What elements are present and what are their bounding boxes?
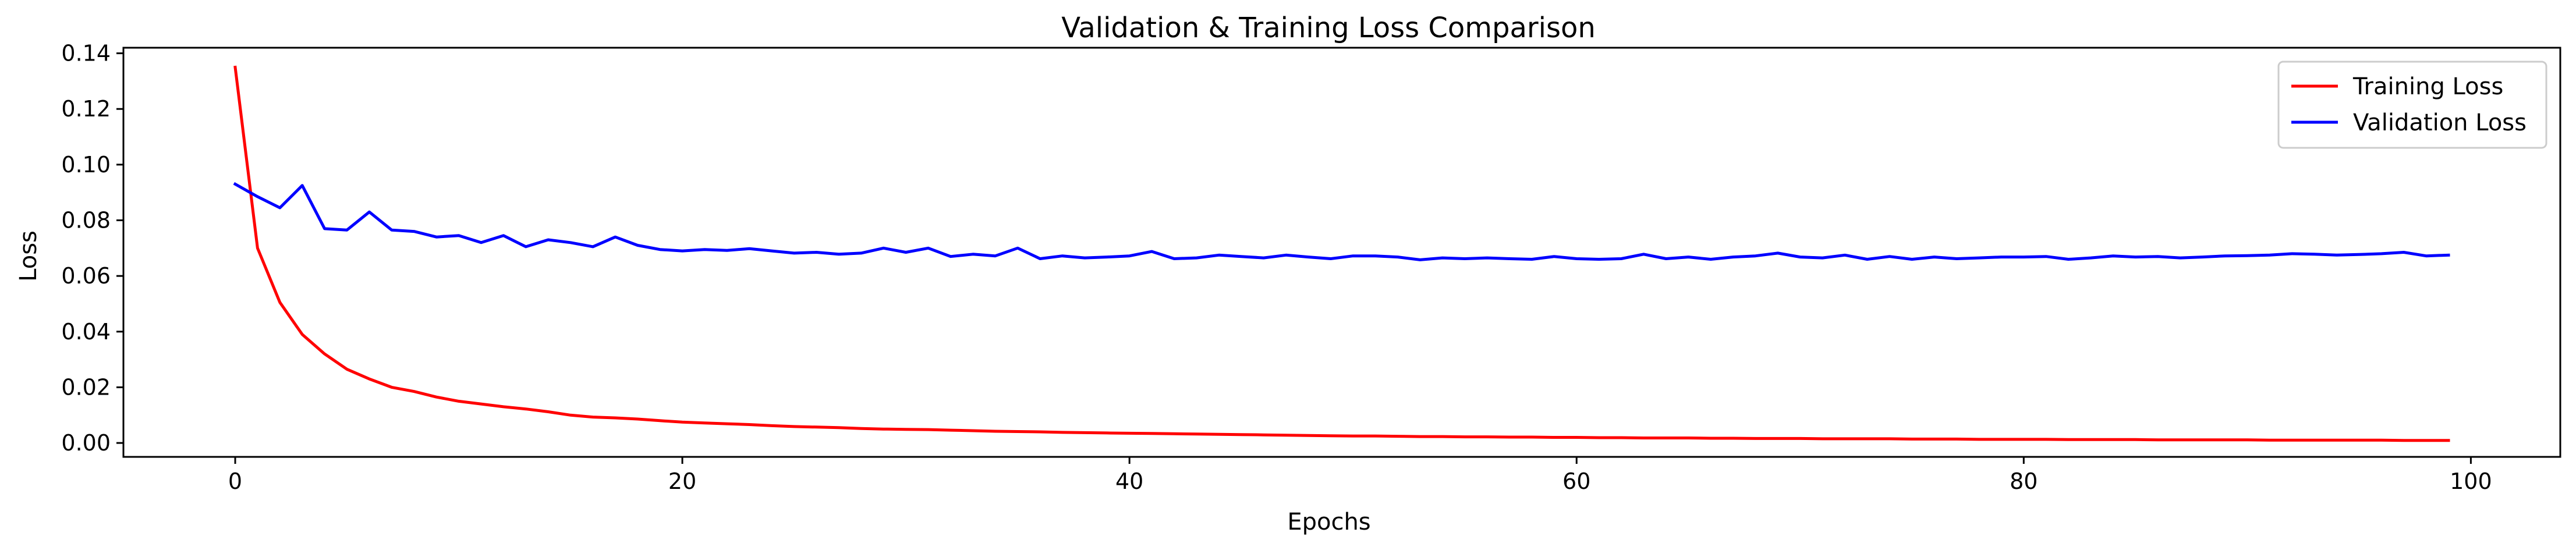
x-tick-label: 0 [228,469,242,494]
y-tick-label: 0.02 [61,374,111,400]
x-tick-label: 40 [1115,469,1143,494]
y-tick-label: 0.12 [61,96,111,122]
y-tick-label: 0.00 [61,430,111,456]
validation-loss-line [233,182,2450,261]
x-tick-label: 20 [668,469,696,494]
legend-label-training-loss: Training Loss [2352,73,2503,100]
legend-box [2277,61,2547,149]
training-loss-line [233,65,2450,442]
y-tick-label: 0.10 [61,152,111,178]
x-axis-label: Epochs [1287,509,1370,535]
plot-area: 0 20 40 60 80 100 0.00 0.02 0.04 0.06 0.08 0.10 0.12… [61,41,2561,494]
x-tick-label: 100 [2450,469,2492,494]
chart-title: Validation & Training Loss Comparison [1061,12,1596,44]
y-tick-label: 0.08 [61,208,111,233]
y-tick-label: 0.14 [61,41,111,66]
y-tick-label: 0.06 [61,263,111,289]
legend-label-validation-loss: Validation Loss [2353,109,2527,136]
x-tick-label: 60 [1562,469,1590,494]
plot-frame [122,47,2561,458]
x-tick-label: 80 [2010,469,2038,494]
y-tick-label: 0.04 [61,319,111,345]
y-axis-label: Loss [15,230,42,282]
